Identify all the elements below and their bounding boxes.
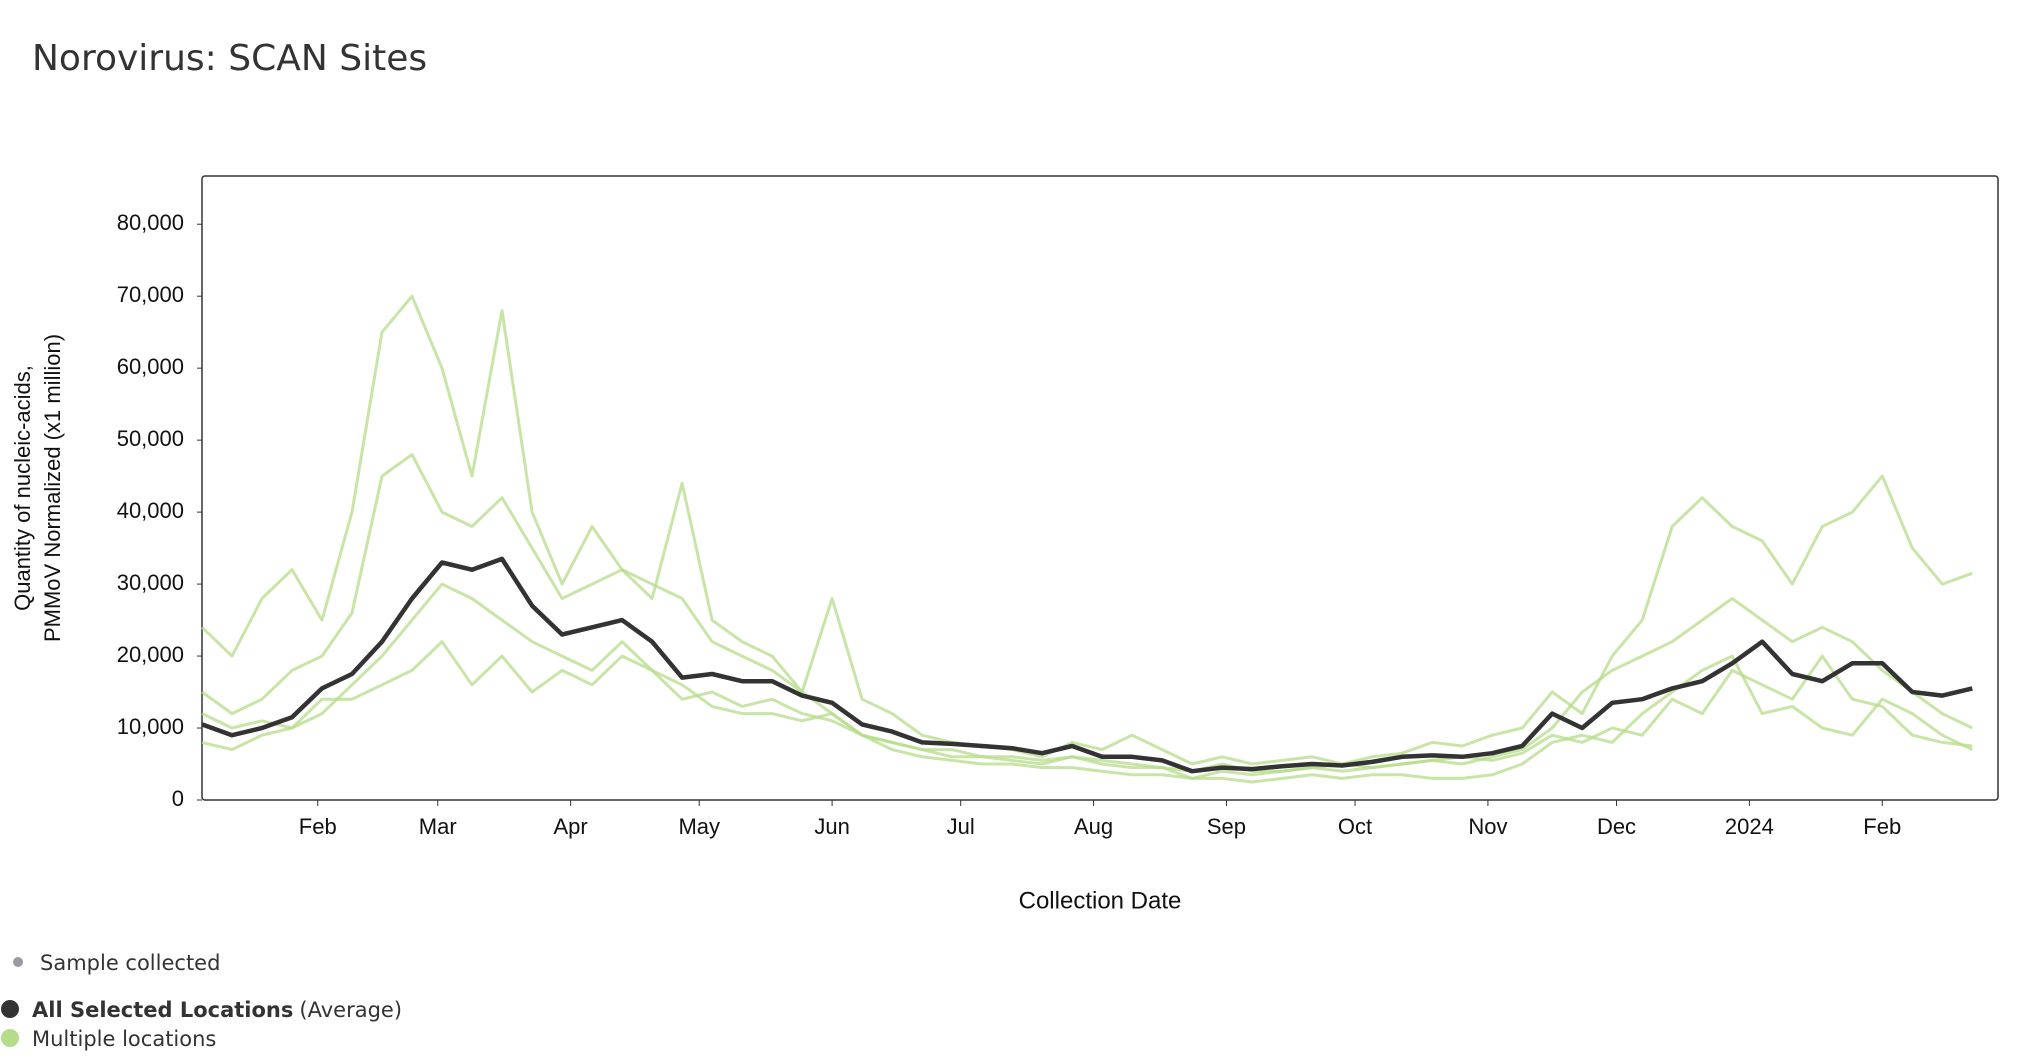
y-tick-label: 50,000 bbox=[117, 426, 184, 451]
x-tick-label: 2024 bbox=[1725, 814, 1774, 839]
y-tick-label: 20,000 bbox=[117, 642, 184, 667]
legend-label: All Selected Locations (Average) bbox=[32, 998, 402, 1022]
y-tick-label: 40,000 bbox=[117, 498, 184, 523]
legend: All Selected Locations (Average) Multiple … bbox=[1, 998, 402, 1051]
x-tick-label: Dec bbox=[1597, 814, 1636, 839]
chart-title: Norovirus: SCAN Sites bbox=[32, 38, 427, 79]
legend-label: Multiple locations bbox=[32, 1027, 216, 1051]
legend-note: (Average) bbox=[299, 998, 402, 1022]
x-axis-label: Collection Date bbox=[1019, 887, 1182, 914]
location-line bbox=[200, 294, 1973, 766]
x-tick-label: Oct bbox=[1338, 814, 1372, 839]
x-tick-label: Feb bbox=[299, 814, 337, 839]
y-tick-label: 10,000 bbox=[117, 714, 184, 739]
x-tick-label: Mar bbox=[419, 814, 457, 839]
y-tick-label: 70,000 bbox=[117, 282, 184, 307]
x-tick-label: Feb bbox=[1863, 814, 1901, 839]
x-tick-label: Sep bbox=[1207, 814, 1246, 839]
plot-frame bbox=[201, 175, 1999, 801]
legend-dot bbox=[13, 957, 23, 967]
y-axis-label: Quantity of nucleic-acids, bbox=[10, 365, 35, 611]
y-tick-label: 0 bbox=[172, 786, 184, 811]
average-line bbox=[201, 556, 1973, 774]
x-tick-label: Apr bbox=[554, 814, 588, 839]
x-tick-label: Nov bbox=[1468, 814, 1507, 839]
x-tick-label: Aug bbox=[1074, 814, 1113, 839]
x-tick-label: Jul bbox=[947, 814, 975, 839]
y-tick-label: 80,000 bbox=[117, 210, 184, 235]
location-line bbox=[201, 453, 1973, 780]
y-tick-label: 60,000 bbox=[117, 354, 184, 379]
legend-label: Sample collected bbox=[40, 951, 220, 975]
legend-name: Multiple locations bbox=[32, 1027, 216, 1051]
legend-swatch bbox=[1, 1000, 19, 1018]
legend-swatch bbox=[1, 1029, 19, 1047]
x-tick-label: Jun bbox=[814, 814, 849, 839]
x-tick-label: May bbox=[678, 814, 720, 839]
y-axis-label: PMMoV Normalized (x1 million) bbox=[40, 334, 65, 642]
legend-name: All Selected Locations bbox=[32, 998, 293, 1022]
location-line bbox=[201, 640, 1973, 773]
y-tick-label: 30,000 bbox=[117, 570, 184, 595]
